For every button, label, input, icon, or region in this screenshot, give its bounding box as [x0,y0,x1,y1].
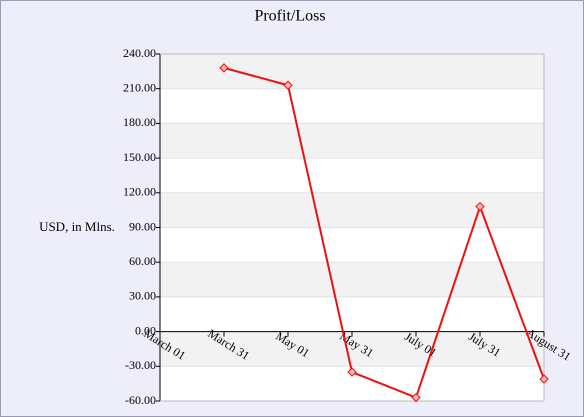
marker [411,392,421,403]
y-tick-label: 240.00 [123,46,156,60]
y-tick-label: 60.00 [129,254,156,268]
y-tick-label: 150.00 [123,150,156,164]
y-tick-label: 120.00 [123,185,156,199]
marker [219,63,229,73]
y-tick-label: 210.00 [123,80,156,94]
line [223,66,545,399]
grid-band [160,262,544,297]
grid-band [160,54,544,89]
y-tick-label: 30.00 [129,289,156,303]
grid-band [160,123,544,159]
grid-band [160,331,544,367]
y-tick-label: -60.00 [125,393,156,407]
chart-title: Profit/Loss [254,8,325,25]
y-tick-label: -30.00 [125,358,156,372]
marker [347,367,357,377]
y-tick-label: 0.00 [135,323,156,337]
y-tick-label: 180.00 [123,115,156,129]
y-tick-label: 90.00 [129,219,156,233]
marker [283,80,293,90]
marker [475,201,485,212]
y-axis-label: USD, in Mlns. [39,219,115,234]
marker [539,374,549,384]
